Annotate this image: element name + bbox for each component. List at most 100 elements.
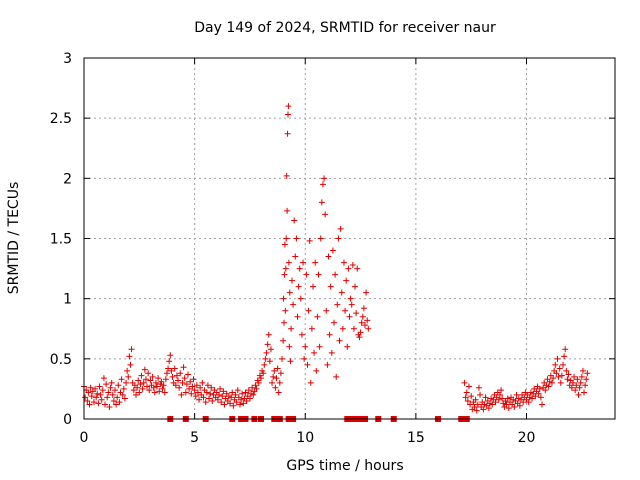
data-point <box>563 367 570 374</box>
data-point <box>169 373 176 380</box>
data-point <box>274 365 281 372</box>
data-point <box>160 382 167 389</box>
x-tick-label: 0 <box>80 430 89 446</box>
data-point <box>175 377 182 384</box>
data-point <box>221 401 228 408</box>
data-point <box>290 301 297 308</box>
data-point <box>271 367 278 374</box>
data-point <box>314 313 321 320</box>
x-tick-label: 10 <box>296 430 314 446</box>
data-point <box>317 235 324 242</box>
data-point <box>525 399 532 406</box>
data-point <box>116 399 123 406</box>
data-point <box>338 289 345 296</box>
data-point <box>269 379 276 386</box>
data-point <box>183 381 190 388</box>
data-point <box>321 175 328 182</box>
data-point <box>273 375 280 382</box>
data-point <box>307 379 314 386</box>
data-point <box>576 384 583 391</box>
data-point <box>94 390 101 397</box>
chart-title: Day 149 of 2024, SRMTID for receiver nau… <box>194 20 496 36</box>
data-point <box>159 385 166 392</box>
data-point <box>284 111 291 118</box>
data-point <box>93 394 100 401</box>
data-point <box>209 397 216 404</box>
data-point <box>139 385 146 392</box>
data-point <box>359 313 366 320</box>
data-point <box>319 181 326 188</box>
y-tick-label: 1 <box>63 292 72 308</box>
data-point <box>504 395 511 402</box>
data-point <box>252 382 259 389</box>
y-tick-labels: 0 0.5 1 1.5 2 2.5 3 <box>50 51 72 428</box>
data-point <box>218 399 225 406</box>
data-point <box>130 387 137 394</box>
data-point <box>85 389 92 396</box>
data-point <box>557 379 564 386</box>
data-point <box>118 376 125 383</box>
data-point <box>335 235 342 242</box>
data-point <box>345 265 352 272</box>
y-tick-label: 1.5 <box>50 232 72 248</box>
data-point <box>107 384 114 391</box>
data-point <box>194 389 201 396</box>
data-point <box>171 365 178 372</box>
data-point <box>312 259 319 266</box>
data-point <box>127 361 134 368</box>
data-point <box>250 391 257 398</box>
data-point <box>571 373 578 380</box>
data-point <box>111 387 118 394</box>
data-point <box>560 361 567 368</box>
data-point <box>328 349 335 356</box>
y-tick-label: 0.5 <box>50 352 72 368</box>
data-point <box>165 365 172 372</box>
data-point <box>97 391 104 398</box>
data-point <box>121 395 128 402</box>
data-point <box>236 401 243 408</box>
data-point <box>181 375 188 382</box>
data-point <box>285 259 292 266</box>
data-point <box>282 265 289 272</box>
data-point <box>575 391 582 398</box>
data-point <box>219 393 226 400</box>
data-point <box>293 235 300 242</box>
data-point <box>189 383 196 390</box>
data-point <box>199 379 206 386</box>
data-point <box>283 235 290 242</box>
data-point <box>95 400 102 407</box>
data-point <box>261 361 268 368</box>
data-point <box>114 394 121 401</box>
data-point <box>150 384 157 391</box>
data-point <box>356 334 363 341</box>
data-point <box>513 391 520 398</box>
data-point <box>561 353 568 360</box>
data-point <box>246 395 253 402</box>
data-point <box>230 402 237 409</box>
data-point <box>285 103 292 110</box>
y-tick-label: 3 <box>63 51 72 67</box>
data-point <box>584 370 591 377</box>
data-point <box>552 361 559 368</box>
data-point <box>304 361 311 368</box>
data-point <box>281 319 288 326</box>
data-point <box>286 289 293 296</box>
data-point <box>203 389 210 396</box>
data-point <box>240 400 247 407</box>
data-point <box>347 295 354 302</box>
data-point <box>301 355 308 362</box>
data-point <box>281 241 288 248</box>
data-point <box>191 387 198 394</box>
data-point <box>253 385 260 392</box>
data-point <box>344 343 351 350</box>
data-point <box>516 402 523 409</box>
data-point <box>364 317 371 324</box>
data-point <box>550 375 557 382</box>
data-point <box>353 310 360 317</box>
data-point <box>132 391 139 398</box>
data-point <box>178 391 185 398</box>
data-point <box>548 379 555 386</box>
data-point <box>166 358 173 365</box>
data-point <box>348 301 355 308</box>
data-point <box>313 367 320 374</box>
